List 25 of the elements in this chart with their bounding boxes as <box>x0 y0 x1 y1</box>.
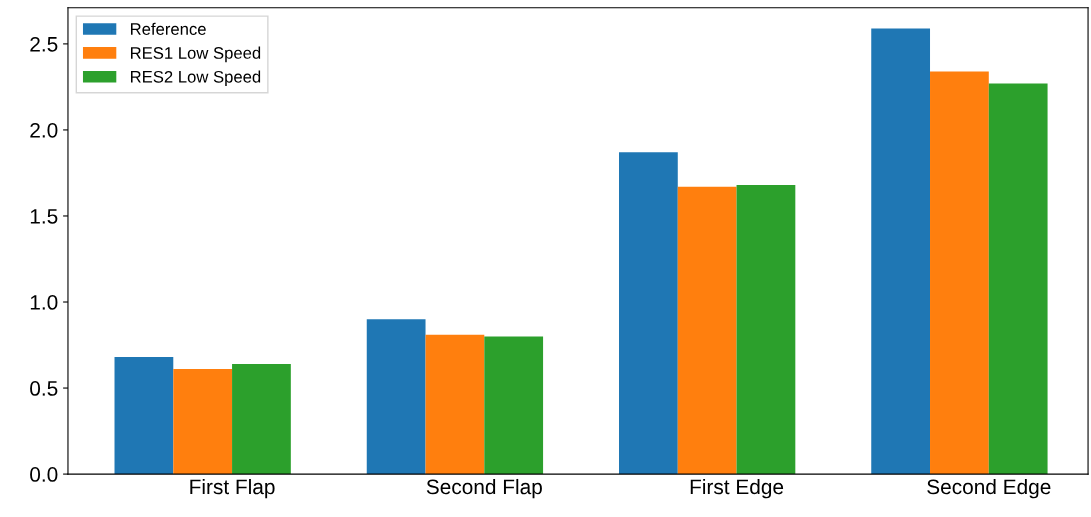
y-tick-label: 0.5 <box>30 381 58 396</box>
y-tick-label: 2.0 <box>30 122 58 138</box>
bar <box>484 336 544 475</box>
y-tick-label: 0.0 <box>30 467 58 482</box>
y-tick-label: 2.5 <box>30 36 58 52</box>
x-tick-label: Second Edge <box>927 478 1051 499</box>
bar <box>988 83 1048 475</box>
bar <box>173 369 233 475</box>
bar <box>114 357 174 475</box>
bar <box>736 185 796 475</box>
legend-label: RES2 Low Speed <box>131 70 261 87</box>
x-tick-label: Second Flap <box>426 478 542 499</box>
bar <box>425 334 485 475</box>
bar <box>619 152 678 475</box>
y-tick-label: 1.5 <box>30 209 58 224</box>
x-tick-label: First Edge <box>690 478 784 499</box>
bar <box>677 186 737 475</box>
legend-label: RES1 Low Speed <box>131 46 261 63</box>
bar <box>366 319 426 475</box>
legend-label: Reference <box>131 22 206 35</box>
bar <box>871 28 931 475</box>
x-tick-label: First Flap <box>190 478 275 499</box>
bar <box>930 71 989 475</box>
y-tick-label: 1.0 <box>30 295 58 310</box>
bar <box>232 363 291 475</box>
